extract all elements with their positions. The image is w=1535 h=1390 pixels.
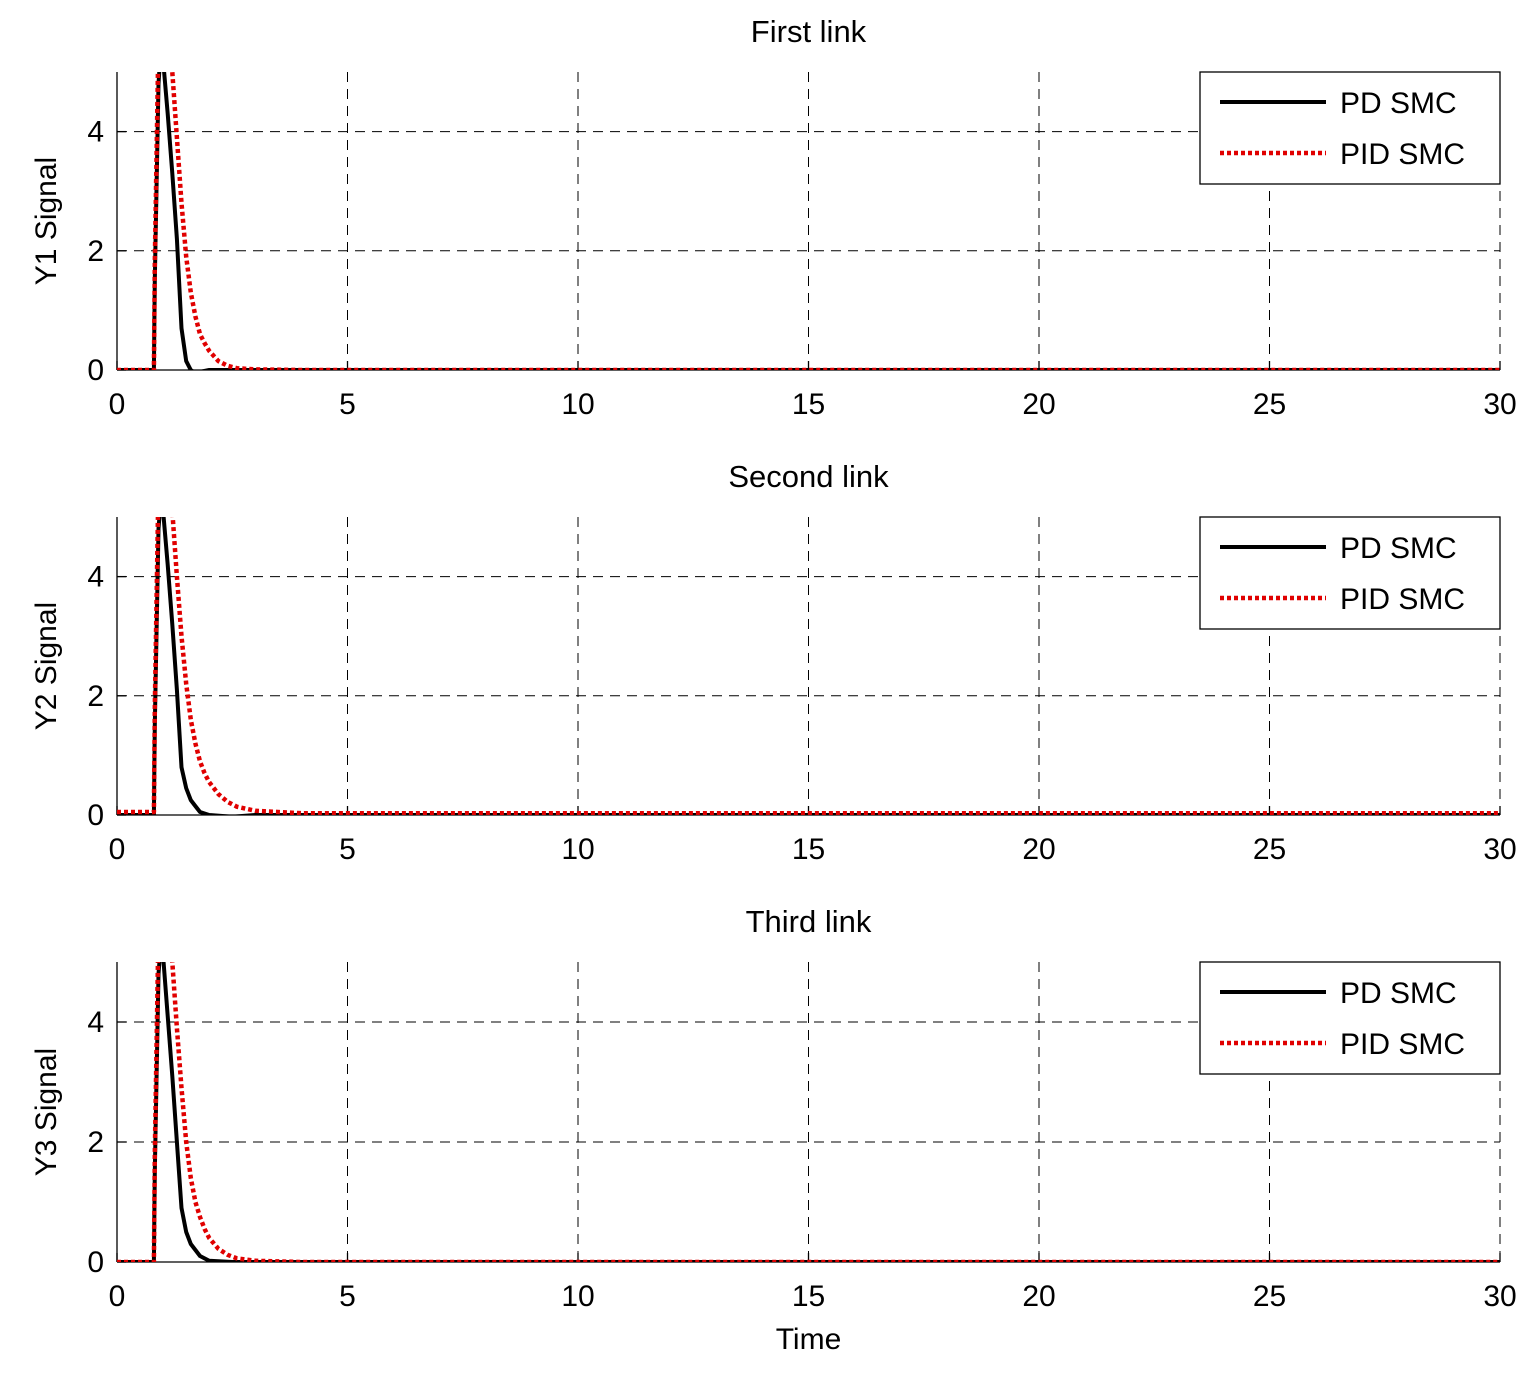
legend: PD SMC PID SMC	[1199, 961, 1501, 1075]
x-tick-label: 20	[1022, 388, 1055, 421]
x-tick-label: 15	[792, 388, 825, 421]
y-tick-label: 0	[87, 799, 104, 832]
x-tick-label: 30	[1483, 1280, 1516, 1313]
series-line-pd-smc	[117, 72, 1500, 370]
series-line-pid-smc	[117, 517, 1500, 815]
legend-label: PD SMC	[1340, 977, 1457, 1010]
x-tick-label: 5	[339, 388, 356, 421]
x-tick-label: 10	[561, 388, 594, 421]
x-tick-label: 10	[561, 833, 594, 866]
legend-label: PID SMC	[1340, 138, 1465, 171]
legend-label: PID SMC	[1340, 1028, 1465, 1061]
x-tick-label: 5	[339, 833, 356, 866]
x-tick-label: 0	[109, 388, 126, 421]
x-tick-label: 30	[1483, 388, 1516, 421]
y-tick-label: 2	[87, 235, 104, 268]
legend-label: PD SMC	[1340, 532, 1457, 565]
y-tick-label: 4	[87, 1006, 104, 1039]
y-axis-label: Y3 Signal	[30, 1048, 63, 1176]
y-axis-label: Y1 Signal	[30, 157, 63, 285]
x-tick-label: 30	[1483, 833, 1516, 866]
subplot-title: Third link	[746, 904, 872, 939]
series-line-pid-smc	[117, 962, 1500, 1262]
legend: PD SMC PID SMC	[1199, 71, 1501, 185]
y-tick-label: 0	[87, 354, 104, 387]
y-tick-label: 4	[87, 561, 104, 594]
legend: PD SMC PID SMC	[1199, 516, 1501, 630]
y-axis-label: Y2 Signal	[30, 602, 63, 730]
legend-box	[1199, 516, 1501, 630]
x-tick-label: 25	[1253, 388, 1286, 421]
legend-box	[1199, 961, 1501, 1075]
x-tick-label: 5	[339, 1280, 356, 1313]
x-tick-label: 25	[1253, 1280, 1286, 1313]
series-group	[117, 72, 1500, 370]
x-tick-label: 15	[792, 1280, 825, 1313]
y-tick-label: 2	[87, 680, 104, 713]
subplot-title: Second link	[728, 459, 889, 494]
legend-label: PD SMC	[1340, 87, 1457, 120]
subplot-1: 0 5 10 15 20 25 30 0 2 4 First link Y1 Signal PD SMC…	[30, 14, 1517, 421]
series-group	[117, 517, 1500, 815]
y-tick-label: 4	[87, 116, 104, 149]
subplot-3: 0 5 10 15 20 25 30 0 2 4 Third link Y3 Signal Time PD…	[30, 904, 1517, 1356]
x-tick-label: 20	[1022, 1280, 1055, 1313]
x-axis-label: Time	[776, 1323, 842, 1356]
x-tick-label: 25	[1253, 833, 1286, 866]
x-tick-label: 15	[792, 833, 825, 866]
y-tick-label: 2	[87, 1126, 104, 1159]
x-tick-label: 0	[109, 1280, 126, 1313]
series-group	[117, 962, 1500, 1262]
x-tick-label: 20	[1022, 833, 1055, 866]
x-tick-label: 10	[561, 1280, 594, 1313]
legend-box	[1199, 71, 1501, 185]
y-tick-label: 0	[87, 1246, 104, 1279]
subplot-title: First link	[751, 14, 867, 49]
legend-label: PID SMC	[1340, 583, 1465, 616]
series-line-pid-smc	[117, 72, 1500, 370]
subplot-2: 0 5 10 15 20 25 30 0 2 4 Second link Y2 Signal PD SM…	[30, 459, 1517, 866]
x-tick-label: 0	[109, 833, 126, 866]
